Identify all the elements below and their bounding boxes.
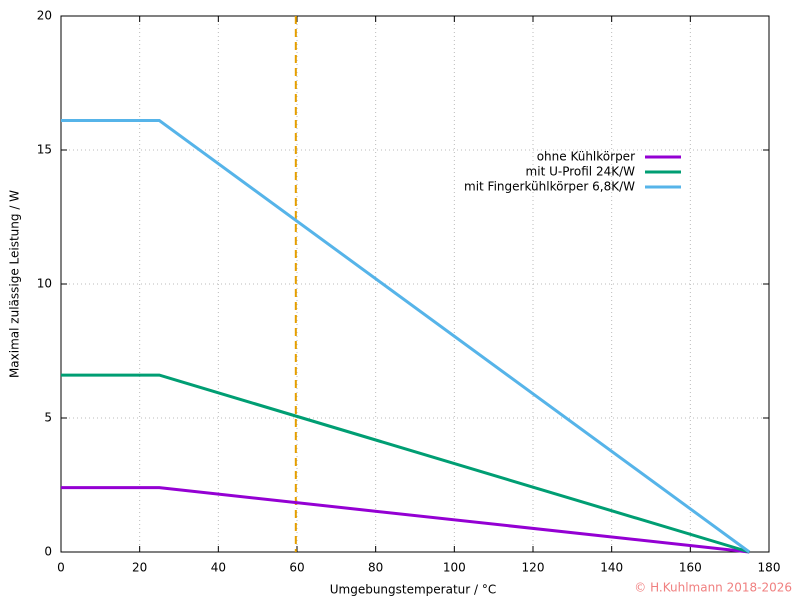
y-tick-label: 0 <box>44 545 52 559</box>
y-tick-label: 10 <box>37 277 52 291</box>
y-tick-label: 5 <box>44 411 52 425</box>
legend-label: mit Fingerkühlkörper 6,8K/W <box>464 180 635 194</box>
y-tick-label: 20 <box>37 9 52 23</box>
y-tick-label: 15 <box>37 143 52 157</box>
x-tick-label: 140 <box>600 561 623 575</box>
line-series <box>61 119 751 554</box>
x-tick-label: 80 <box>368 561 383 575</box>
x-axis-label: Umgebungstemperatur / °C <box>330 583 497 597</box>
line-series <box>61 486 750 554</box>
x-tick-label: 120 <box>522 561 545 575</box>
x-tick-label: 40 <box>211 561 226 575</box>
copyright: © H.Kuhlmann 2018-2026 <box>634 581 792 595</box>
x-tick-label: 100 <box>443 561 466 575</box>
legend-label: mit U-Profil 24K/W <box>526 165 636 179</box>
plot-frame <box>60 15 770 553</box>
x-tick-label: 20 <box>132 561 147 575</box>
y-axis-label: Maximal zulässige Leistung / W <box>8 190 22 378</box>
x-tick-label: 0 <box>57 561 65 575</box>
x-tick-label: 60 <box>289 561 304 575</box>
x-tick-label: 160 <box>679 561 702 575</box>
line-series <box>61 373 750 554</box>
legend-label: ohne Kühlkörper <box>537 150 635 164</box>
x-tick-label: 180 <box>758 561 781 575</box>
